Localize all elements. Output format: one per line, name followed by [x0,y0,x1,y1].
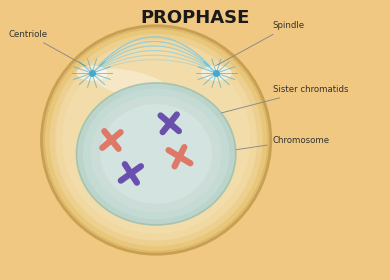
Ellipse shape [83,88,229,219]
Ellipse shape [45,29,267,251]
Ellipse shape [55,39,257,241]
Ellipse shape [92,69,174,100]
Ellipse shape [41,26,271,254]
Text: Spindle: Spindle [215,21,305,66]
Text: Chromosome: Chromosome [192,136,330,156]
Ellipse shape [76,66,108,81]
Text: PROPHASE: PROPHASE [140,9,250,27]
Ellipse shape [100,104,212,204]
Ellipse shape [76,83,236,225]
Ellipse shape [201,66,232,81]
Ellipse shape [91,96,222,212]
Text: Centriole: Centriole [9,30,94,70]
Ellipse shape [50,34,263,246]
Ellipse shape [62,46,250,234]
Text: Sister chromatids: Sister chromatids [184,85,348,123]
